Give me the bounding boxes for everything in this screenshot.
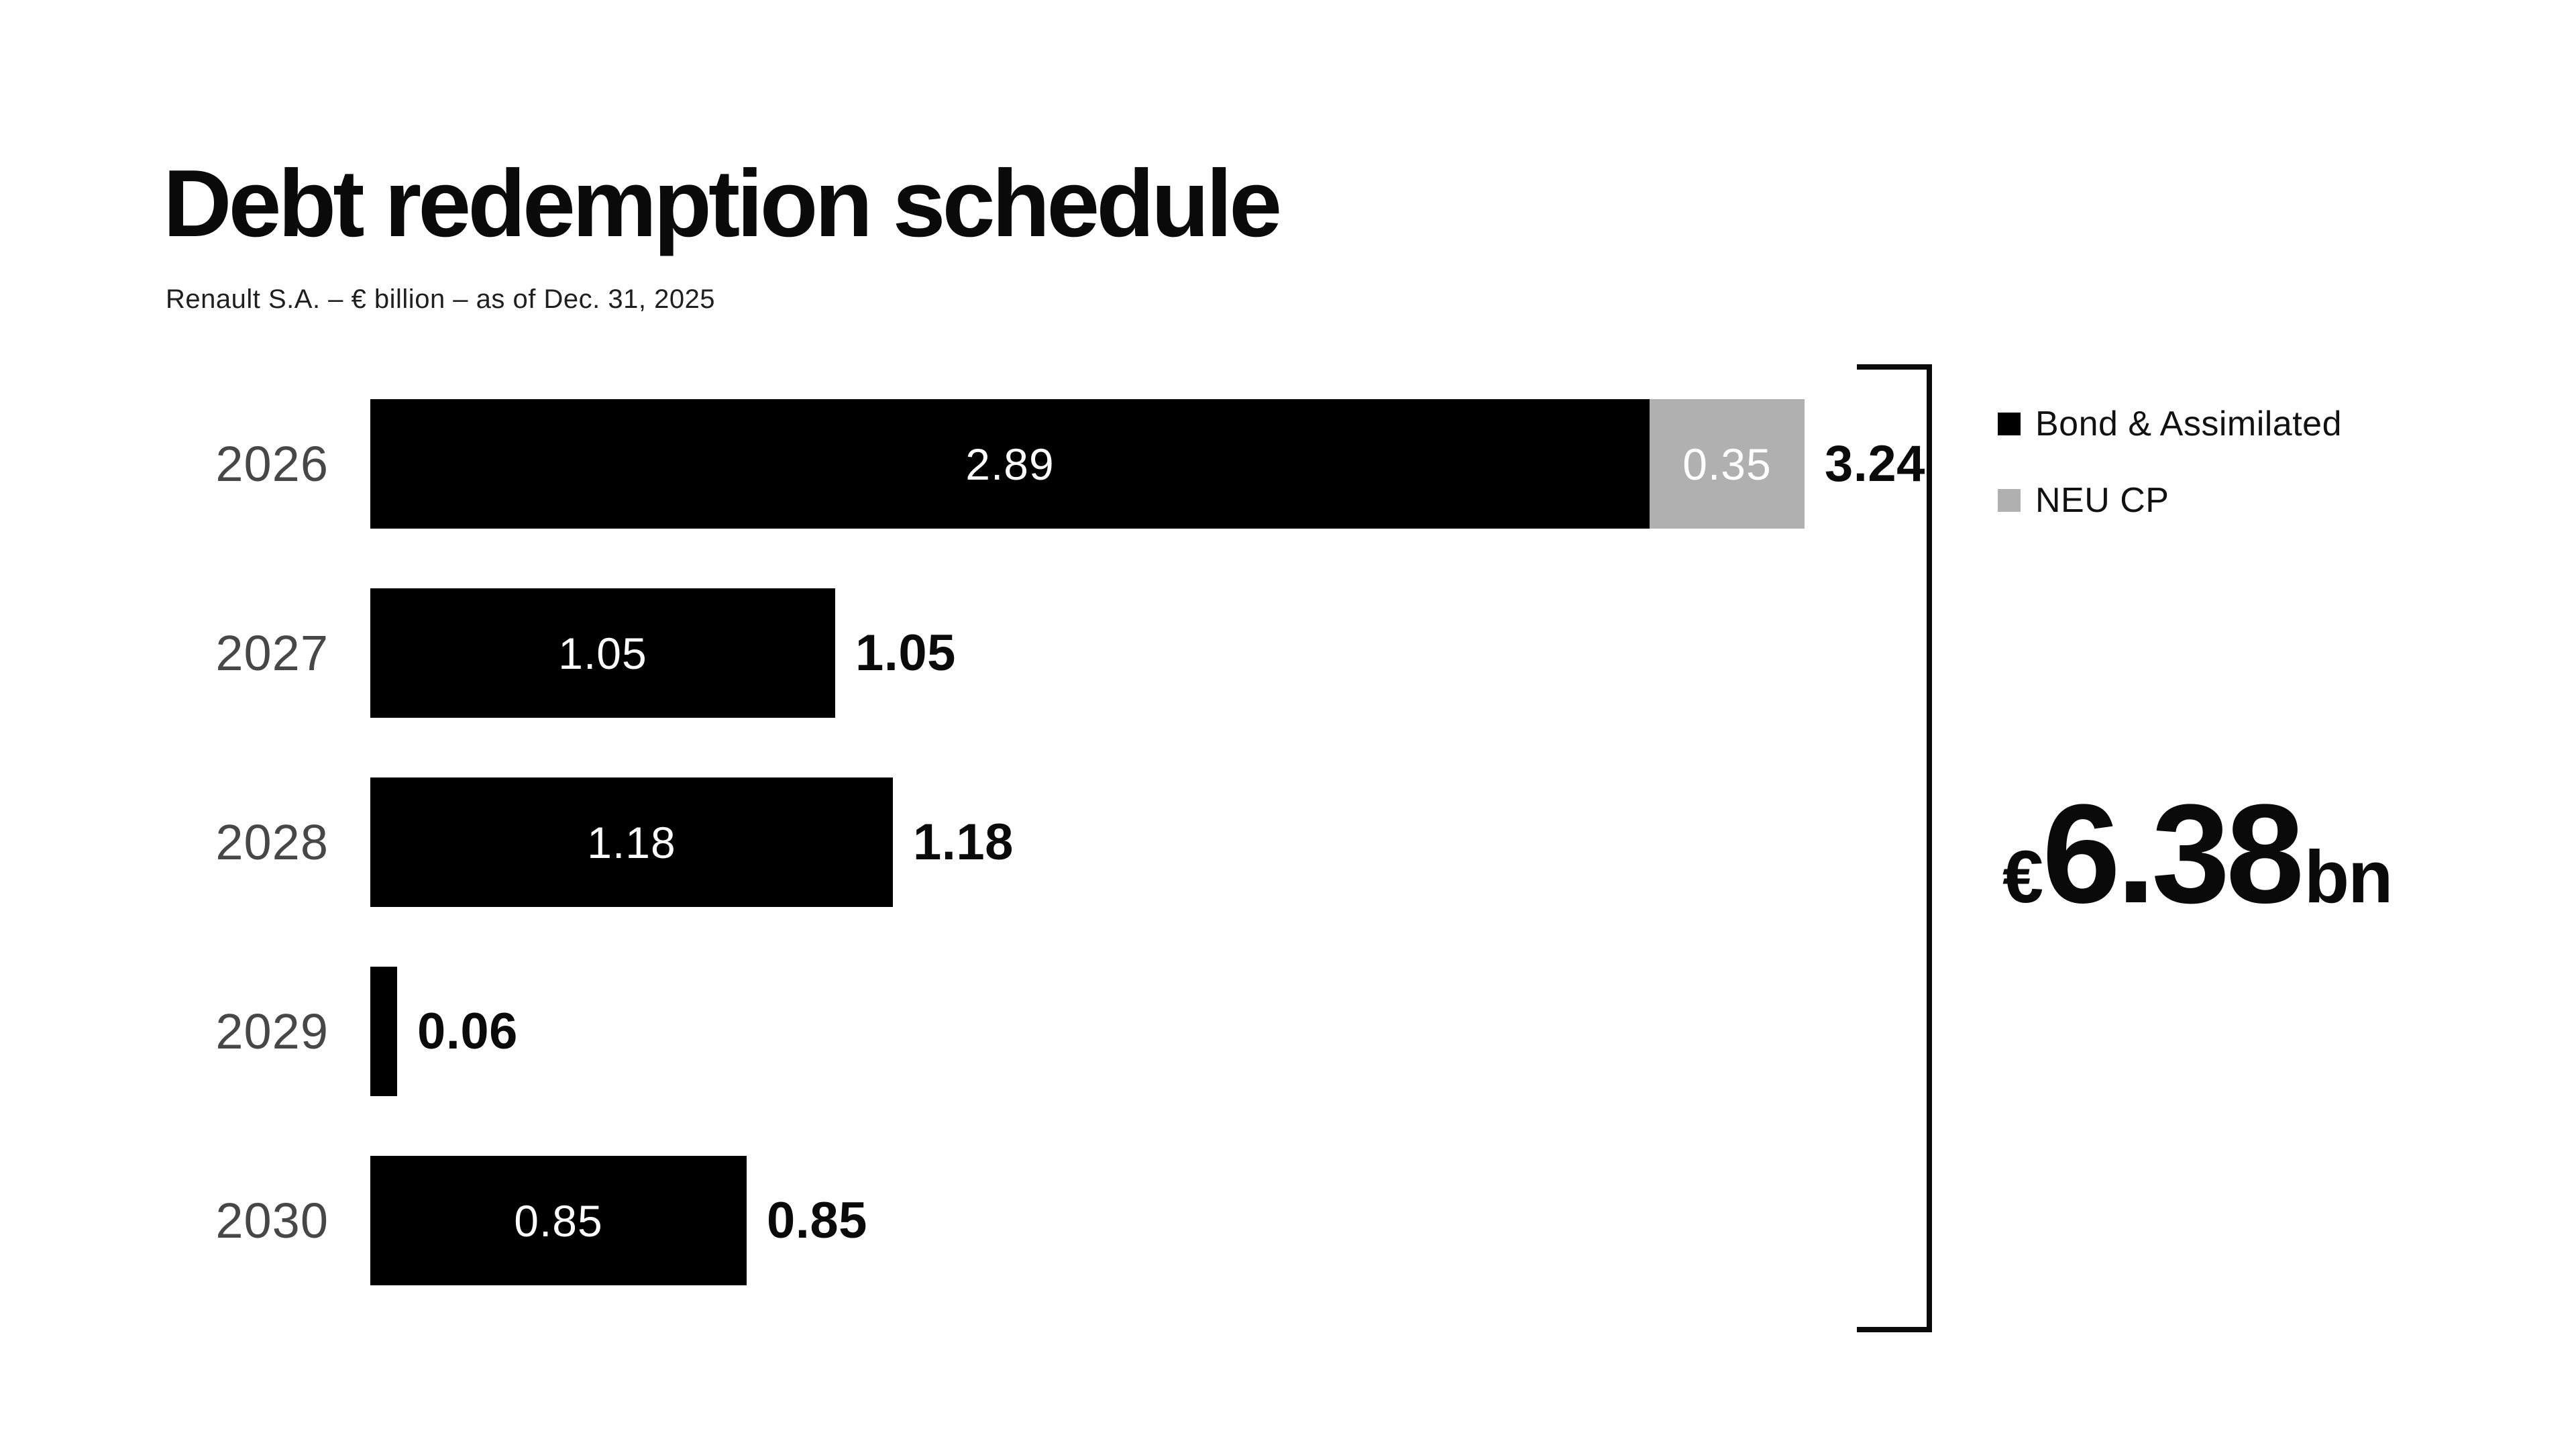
legend: Bond & Assimilated NEU CP (1998, 404, 2342, 521)
bar-total-label: 1.18 (913, 814, 1014, 871)
bar-segment-bond (370, 967, 397, 1096)
bar-track: 1.05 (370, 588, 835, 718)
legend-label-neucp: NEU CP (2035, 481, 2169, 520)
chart-row: 2029 0.06 (161, 967, 1925, 1096)
page-title: Debt redemption schedule (163, 150, 1282, 257)
bar-segment-bond: 0.85 (370, 1156, 747, 1285)
legend-swatch-bond-icon (1998, 413, 2021, 435)
bar-value-label: 0.85 (514, 1195, 603, 1246)
bar-track: 0.85 (370, 1156, 747, 1285)
chart-row: 2027 1.05 1.05 (161, 588, 1925, 718)
bar-total-label: 1.05 (855, 625, 956, 682)
chart-row: 2028 1.18 1.18 (161, 777, 1925, 907)
chart-row: 2026 2.89 0.35 3.24 (161, 399, 1925, 529)
bar-track: 2.89 0.35 (370, 399, 1805, 529)
year-label: 2030 (215, 1193, 329, 1248)
legend-item-bond: Bond & Assimilated (1998, 404, 2342, 444)
chart-rows: 2026 2.89 0.35 3.24 2027 1.05 1.05 2028 1.18 1.18… (161, 399, 1925, 1285)
year-label: 2027 (215, 625, 329, 681)
bar-track (370, 967, 397, 1096)
bar-total-label: 3.24 (1825, 435, 1925, 492)
year-label: 2026 (215, 436, 329, 492)
total-bracket (1857, 364, 1932, 1332)
grand-total-currency: € (2002, 836, 2043, 918)
bar-segment-bond: 1.18 (370, 777, 893, 907)
bar-value-label: 2.89 (965, 439, 1055, 489)
grand-total-unit: bn (2304, 836, 2393, 918)
bar-value-label: 1.18 (587, 817, 676, 867)
grand-total: € 6.38 bn (2002, 773, 2393, 935)
bar-value-label: 1.05 (558, 628, 647, 678)
legend-item-neucp: NEU CP (1998, 480, 2342, 521)
bar-segment-bond: 2.89 (370, 399, 1650, 529)
bar-segment-bond: 1.05 (370, 588, 835, 718)
bar-segment-neucp: 0.35 (1650, 399, 1805, 529)
bar-track: 1.18 (370, 777, 893, 907)
chart-row: 2030 0.85 0.85 (161, 1156, 1925, 1285)
bar-total-label: 0.85 (767, 1192, 867, 1249)
year-label: 2029 (215, 1004, 329, 1059)
legend-label-bond: Bond & Assimilated (2035, 405, 2343, 443)
page-subtitle: Renault S.A. – € billion – as of Dec. 31… (166, 284, 716, 314)
year-label: 2028 (215, 814, 329, 870)
bar-value-label: 0.35 (1682, 439, 1772, 489)
legend-swatch-neucp-icon (1998, 489, 2021, 512)
bar-total-label: 0.06 (417, 1003, 518, 1060)
grand-total-value: 6.38 (2042, 775, 2304, 932)
